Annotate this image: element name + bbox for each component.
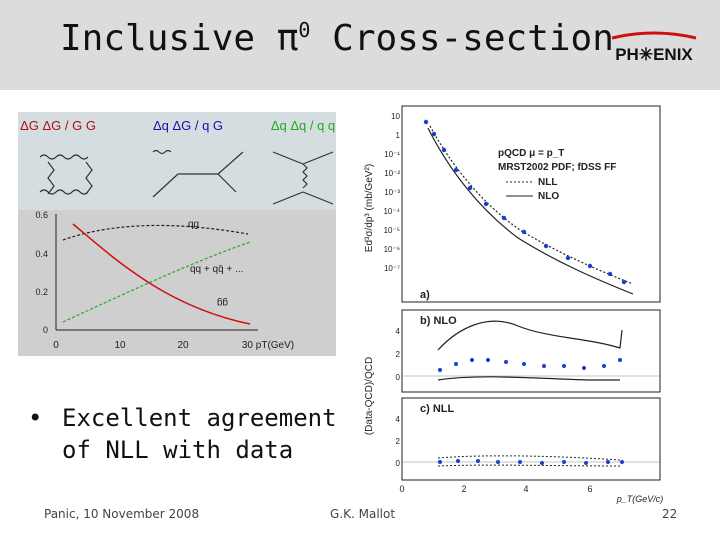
svg-text:qq + qq̄ + ...: qq + qq̄ + ... [190,264,243,275]
svg-text:2: 2 [396,350,401,359]
svg-text:10⁻⁶: 10⁻⁶ [384,245,400,254]
panel-c-frame [401,397,661,481]
slide-title: Inclusive π0 Cross-section [60,18,614,59]
qq-curve [62,241,251,323]
svg-text:NLL: NLL [538,177,557,188]
x-axis-label: p_T(GeV/c) [616,494,664,504]
svg-text:0: 0 [43,325,48,335]
svg-text:20: 20 [177,340,189,351]
subprocess-fraction-figure: ΔG ΔG / G G Δq ΔG / q G Δq Δq / q q 0.6 … [18,112,336,356]
legend: pQCD μ = p_T MRST2002 PDF; fDSS FF NLL N… [498,148,616,202]
footer-author: G.K. Mallot [330,507,396,521]
panel-a-label: a) [420,289,430,301]
feynman-diagram-qg [152,149,244,198]
diagram-label-gg: ΔG ΔG / G G [20,118,96,133]
feynman-diagram-gg [39,154,93,195]
svg-text:2: 2 [396,437,401,446]
svg-text:pQCD μ = p_T: pQCD μ = p_T [498,148,564,159]
svg-text:30 pT(GeV): 30 pT(GeV) [242,340,294,351]
svg-text:gg: gg [217,297,228,308]
gg-curve [72,223,251,325]
bullet-marker: • [28,404,43,432]
bullet-text: Excellent agreement of NLL with data [62,404,337,464]
footer-page-number: 22 [662,507,678,521]
mid-y-ticks: 4 2 0 [396,327,401,382]
top-y-ticks: 10 1 10⁻¹ 10⁻² 10⁻³ 10⁻⁴ 10⁻⁵ 10⁻⁶ 10⁻⁷ [383,112,400,273]
svg-text:1: 1 [396,131,401,140]
panel-b-label: b) NLO [420,315,457,327]
x-ticks: 0 2 4 6 [399,484,592,494]
svg-text:10⁻²: 10⁻² [384,169,400,178]
diagram-label-qq: Δq Δq / q q [271,118,335,133]
svg-text:0: 0 [396,373,401,382]
svg-text:6: 6 [587,484,592,494]
title-bar [0,0,720,90]
qg-curve [62,224,249,241]
svg-text:0.4: 0.4 [35,249,48,259]
svg-text:10⁻⁷: 10⁻⁷ [384,264,400,273]
svg-text:0: 0 [396,459,401,468]
footer-date: Panic, 10 November 2008 [44,507,200,521]
nlo-curve [427,127,634,295]
y-axis-label-top: Ed³σ/dp³ (mb/GeV²) [364,164,375,252]
svg-text:NLO: NLO [538,191,559,202]
svg-text:qg: qg [188,219,199,230]
svg-text:MRST2002 PDF; fDSS FF: MRST2002 PDF; fDSS FF [498,162,616,173]
cross-section-figure: Ed³σ/dp³ (mb/GeV²) (Data-QCD)/QCD 10 1 1… [358,98,670,506]
svg-text:4: 4 [396,415,401,424]
svg-text:0: 0 [53,340,59,351]
y-axis-label-bottom: (Data-QCD)/QCD [364,357,375,435]
feynman-diagram-qq [272,151,334,205]
panel-c-label: c) NLL [420,403,455,415]
nlo-ratio-lower [437,376,620,381]
nll-curve [429,125,634,285]
svg-text:10⁻⁵: 10⁻⁵ [384,226,400,235]
svg-text:4: 4 [523,484,528,494]
svg-text:PH✳ENIX: PH✳ENIX [615,45,693,64]
data-points-top [423,119,627,285]
svg-text:10: 10 [391,112,400,121]
phenix-logo: PH✳ENIX [611,31,697,64]
panel-a-frame [401,105,661,303]
svg-text:0.6: 0.6 [35,210,48,220]
nlo-ratio-upper [437,320,623,351]
svg-text:10⁻³: 10⁻³ [384,188,400,197]
diagram-label-qg: Δq ΔG / q G [153,118,223,133]
svg-text:10⁻⁴: 10⁻⁴ [383,207,400,216]
panel-b-frame [401,309,661,393]
bot-y-ticks: 4 2 0 [396,415,401,468]
svg-text:2: 2 [461,484,466,494]
svg-text:0.2: 0.2 [35,287,48,297]
svg-text:0: 0 [399,484,404,494]
data-points-bottom [438,459,624,465]
svg-text:10: 10 [114,340,126,351]
svg-text:10⁻¹: 10⁻¹ [384,150,400,159]
svg-text:4: 4 [396,327,401,336]
data-points-mid [438,358,622,372]
